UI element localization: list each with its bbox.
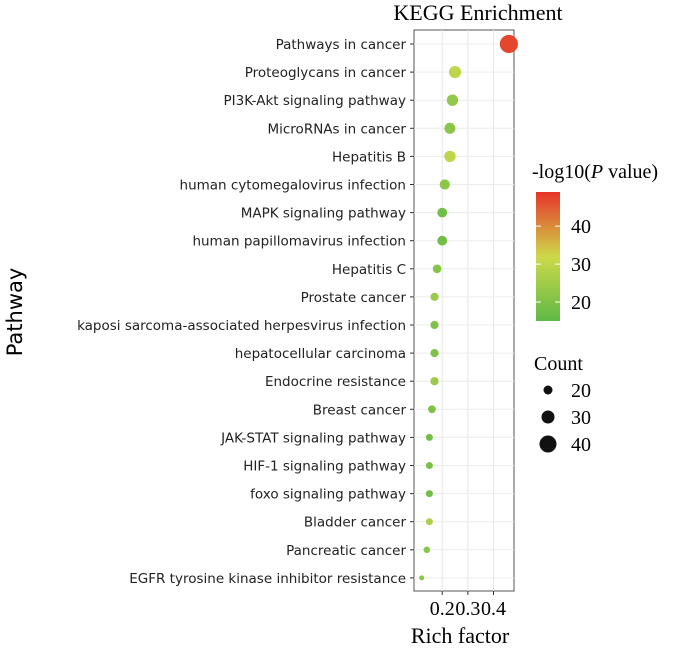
y-tick-label: human cytomegalovirus infection — [180, 178, 406, 194]
y-axis-ticks — [410, 43, 414, 579]
color-legend-title-suffix: value) — [603, 161, 658, 183]
size-legend-label: 20 — [571, 380, 591, 402]
data-point — [444, 122, 456, 134]
x-axis-title: Rich factor — [411, 623, 510, 648]
y-tick-label: JAK-STAT signaling pathway — [220, 430, 406, 446]
y-tick-label: hepatocellular carcinoma — [235, 346, 406, 362]
y-tick-label: Pathways in cancer — [276, 37, 407, 53]
size-legend-circle — [539, 435, 557, 453]
color-legend-title: -log10(P value) — [532, 161, 658, 183]
data-point — [430, 349, 439, 358]
data-point — [432, 264, 442, 274]
y-tick-label: Proteoglycans in cancer — [245, 65, 407, 81]
data-point — [430, 377, 439, 386]
x-axis-ticks: 0.2 0.3 0.4 — [430, 591, 506, 620]
data-point — [428, 405, 436, 414]
data-points — [419, 34, 518, 581]
grid-lines — [414, 30, 514, 591]
data-point — [425, 518, 433, 526]
size-legend-title: Count — [534, 353, 583, 375]
color-legend-tick-label: 40 — [571, 216, 591, 238]
y-tick-label: human papillomavirus infection — [192, 234, 406, 250]
color-legend-bar — [536, 192, 560, 321]
color-legend-title-prefix: -log10( — [532, 161, 591, 183]
data-point — [423, 546, 431, 554]
size-legend-label: 40 — [571, 434, 591, 456]
y-tick-label: Hepatitis B — [332, 149, 406, 165]
plot-panel — [413, 29, 515, 592]
y-tick-label: PI3K-Akt signaling pathway — [224, 93, 406, 109]
color-legend-tick-label: 30 — [571, 254, 591, 276]
data-point — [439, 179, 450, 190]
data-point — [446, 94, 459, 106]
y-axis-title: Pathway — [3, 268, 27, 357]
y-tick-label: Prostate cancer — [301, 290, 407, 306]
y-axis-labels: Pathways in cancer Proteoglycans in cance… — [77, 37, 406, 587]
data-point — [419, 575, 425, 581]
data-point — [499, 34, 518, 54]
y-tick-label: foxo signaling pathway — [250, 487, 406, 503]
data-point — [425, 490, 433, 498]
y-tick-label: MAPK signaling pathway — [241, 206, 406, 222]
size-legend: 20 30 40 — [539, 380, 591, 456]
y-tick-label: kaposi sarcoma-associated herpesvirus in… — [77, 318, 406, 334]
y-tick-label: EGFR tyrosine kinase inhibitor resistanc… — [129, 571, 406, 587]
size-legend-circle — [541, 410, 555, 424]
data-point — [430, 292, 439, 301]
y-tick-label: Breast cancer — [313, 402, 407, 418]
size-legend-circle — [543, 385, 553, 395]
x-tick-label: 0.4 — [481, 598, 506, 620]
chart-title: KEGG Enrichment — [393, 0, 562, 25]
data-point — [425, 433, 433, 441]
y-tick-label: MicroRNAs in cancer — [267, 121, 406, 137]
y-tick-label: Endocrine resistance — [265, 374, 406, 390]
data-point — [437, 207, 448, 218]
y-tick-label: Pancreatic cancer — [286, 543, 406, 559]
color-legend-tick-label: 20 — [571, 292, 591, 314]
y-tick-label: HIF-1 signaling pathway — [243, 459, 406, 475]
data-point — [444, 150, 456, 163]
y-tick-label: Bladder cancer — [304, 515, 407, 531]
color-legend-ticks: 20 30 40 — [536, 216, 591, 314]
data-point — [448, 66, 462, 79]
color-legend-title-italic: P — [590, 161, 603, 183]
data-point — [430, 320, 439, 330]
x-tick-label: 0.3 — [455, 598, 480, 620]
size-legend-label: 30 — [571, 407, 591, 429]
data-point — [425, 462, 433, 469]
y-tick-label: Hepatitis C — [332, 262, 406, 278]
x-tick-label: 0.2 — [430, 598, 455, 620]
data-point — [437, 235, 448, 246]
